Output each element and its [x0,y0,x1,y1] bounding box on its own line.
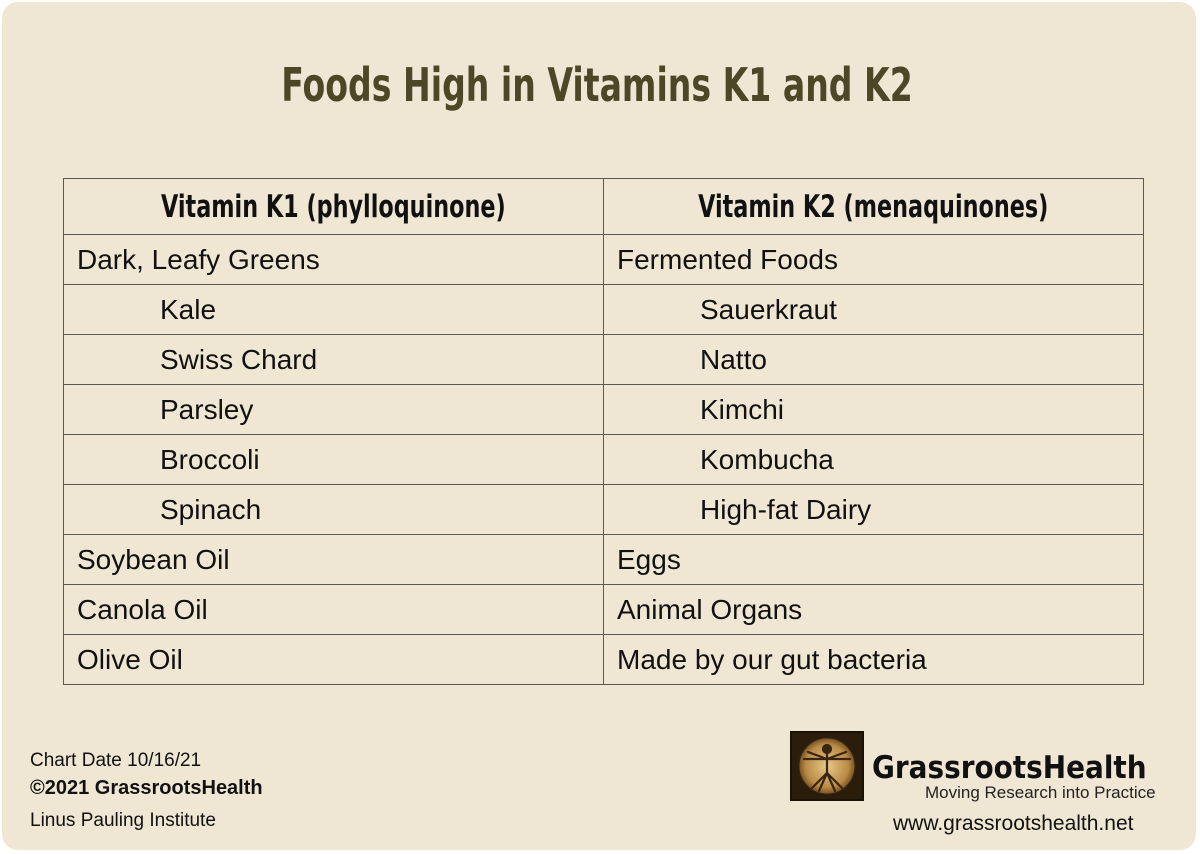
table-row: Soybean Oil Eggs [63,534,1144,585]
k2-cell: Animal Organs [603,584,1144,635]
table-row: Broccoli Kombucha [63,434,1144,485]
k2-cell: Kombucha [603,434,1144,485]
table-row: Swiss Chard Natto [63,334,1144,385]
table-row: Kale Sauerkraut [63,284,1144,335]
table-header-row: Vitamin K1 (phylloquinone) Vitamin K2 (m… [63,178,1144,235]
k2-cell: High-fat Dairy [603,484,1144,535]
table-row: Parsley Kimchi [63,384,1144,435]
copyright: ©2021 GrassrootsHealth [30,777,263,799]
table-row: Dark, Leafy Greens Fermented Foods [63,234,1144,285]
k2-cell: Fermented Foods [603,234,1144,285]
k2-cell: Made by our gut bacteria [603,634,1144,685]
vitruvian-man-icon [790,731,864,801]
page-title: Foods High in Vitamins K1 and K2 [281,58,913,112]
k1-cell: Kale [63,284,604,335]
k1-cell: Canola Oil [63,584,604,635]
table-row: Canola Oil Animal Organs [63,584,1144,635]
k2-cell: Sauerkraut [603,284,1144,335]
header-k1: Vitamin K1 (phylloquinone) [63,178,604,235]
k1-cell: Soybean Oil [63,534,604,585]
k1-cell: Broccoli [63,434,604,485]
table-row: Olive Oil Made by our gut bacteria [63,634,1144,685]
k1-cell: Olive Oil [63,634,604,685]
brand-tagline: Moving Research into Practice [925,783,1156,802]
k1-cell: Swiss Chard [63,334,604,385]
chart-date: Chart Date 10/16/21 [30,750,202,771]
header-k2: Vitamin K2 (menaquinones) [603,178,1144,235]
k1-cell: Dark, Leafy Greens [63,234,604,285]
k1-cell: Spinach [63,484,604,535]
k1-cell: Parsley [63,384,604,435]
brand-name: GrassrootsHealth [872,750,1147,786]
k2-cell: Kimchi [603,384,1144,435]
k2-cell: Natto [603,334,1144,385]
website-url[interactable]: www.grassrootshealth.net [893,812,1134,835]
table-row: Spinach High-fat Dairy [63,484,1144,535]
foods-table: Vitamin K1 (phylloquinone) Vitamin K2 (m… [63,178,1144,685]
source: Linus Pauling Institute [30,810,216,831]
k2-cell: Eggs [603,534,1144,585]
